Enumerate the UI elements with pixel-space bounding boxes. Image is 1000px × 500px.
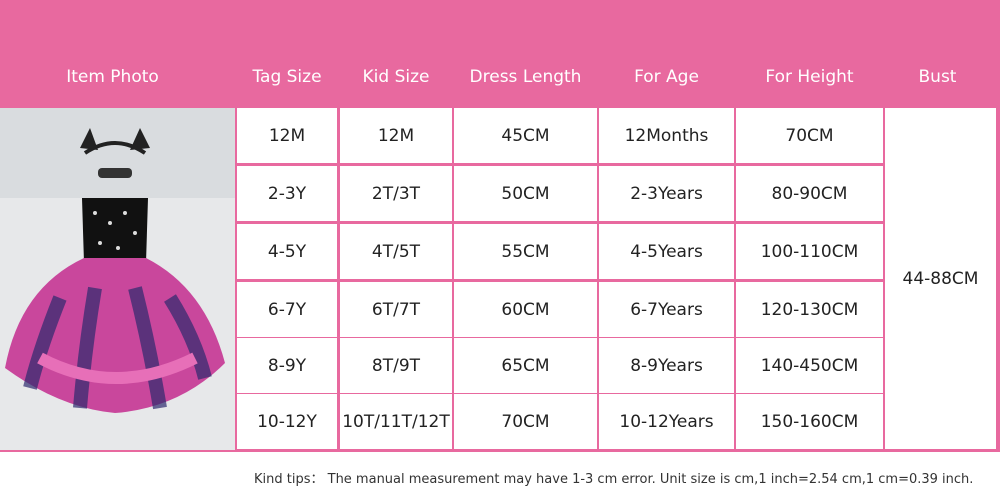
table-cell: 140-450CM — [736, 338, 883, 393]
table-cell: 12Months — [599, 108, 734, 163]
table-cell: 8T/9T — [340, 338, 452, 393]
column-header: Tag Size — [252, 67, 322, 87]
table-cell: 10-12Years — [599, 394, 734, 449]
table-cell: 6-7Years — [599, 282, 734, 337]
table-cell: 8-9Y — [237, 338, 337, 393]
table-cell: 4-5Y — [237, 224, 337, 279]
table-cell: 70CM — [736, 108, 883, 163]
table-cell: 2-3Years — [599, 166, 734, 221]
column-header: Kid Size — [362, 67, 430, 87]
footnote: Kind tips： The manual measurement may ha… — [254, 472, 974, 487]
table-cell: 50CM — [454, 166, 597, 221]
column-header: For Height — [765, 67, 854, 87]
column-header: Item Photo — [66, 67, 159, 87]
column-header: For Age — [634, 67, 699, 87]
table-cell: 4-5Years — [599, 224, 734, 279]
table-cell: 4T/5T — [340, 224, 452, 279]
bust-cell: 44-88CM — [885, 108, 996, 449]
table-cell: 45CM — [454, 108, 597, 163]
table-cell: 150-160CM — [736, 394, 883, 449]
table-cell: 2T/3T — [340, 166, 452, 221]
table-cell: 55CM — [454, 224, 597, 279]
item-photo — [0, 108, 235, 450]
table-cell: 10T/11T/12T — [340, 394, 452, 449]
table-cell: 6-7Y — [237, 282, 337, 337]
table-cell: 12M — [237, 108, 337, 163]
table-cell: 100-110CM — [736, 224, 883, 279]
table-cell: 120-130CM — [736, 282, 883, 337]
table-cell: 2-3Y — [237, 166, 337, 221]
table-cell: 80-90CM — [736, 166, 883, 221]
column-header: Dress Length — [469, 67, 582, 87]
table-cell: 70CM — [454, 394, 597, 449]
table-cell: 8-9Years — [599, 338, 734, 393]
column-header: Bust — [918, 67, 957, 87]
table-cell: 65CM — [454, 338, 597, 393]
table-cell: 6T/7T — [340, 282, 452, 337]
footer: Kind tips： The manual measurement may ha… — [0, 452, 1000, 500]
table-cell: 10-12Y — [237, 394, 337, 449]
table-cell: 12M — [340, 108, 452, 163]
table-cell: 60CM — [454, 282, 597, 337]
